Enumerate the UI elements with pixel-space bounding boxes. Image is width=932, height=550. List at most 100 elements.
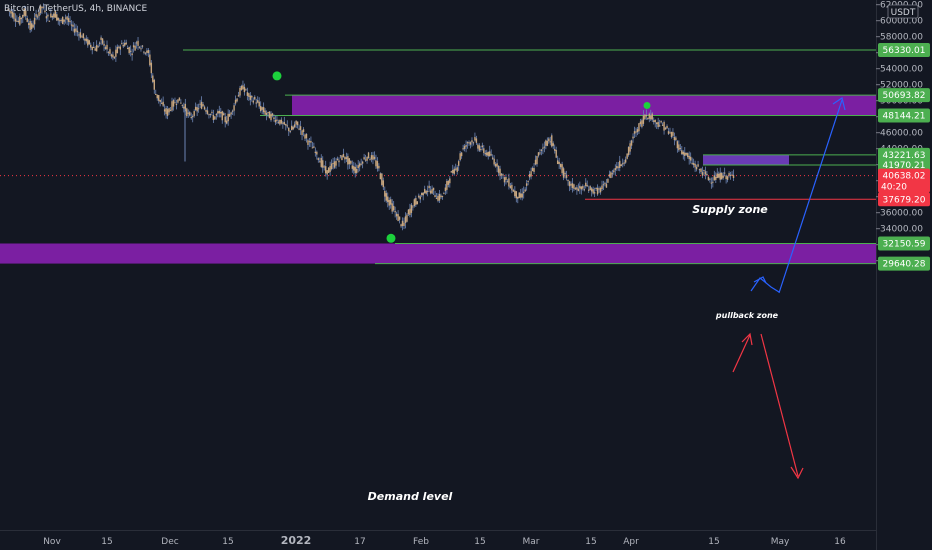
candle-body (428, 185, 430, 189)
candle-body (713, 175, 716, 181)
candle-body (460, 152, 463, 157)
candle-body (539, 152, 541, 154)
time-tick-label: 15 (708, 537, 719, 547)
candle-body (20, 17, 22, 20)
candle-body (200, 101, 203, 109)
candle-body (477, 144, 479, 149)
candle-body (645, 114, 648, 117)
candle-body (243, 86, 246, 93)
candle-body (416, 201, 419, 205)
candle-body (588, 189, 590, 191)
candle-body (466, 142, 469, 144)
candle-body (119, 46, 122, 50)
candle-body (397, 214, 399, 222)
candle-body (648, 113, 650, 119)
candle-body (129, 50, 132, 52)
candle-body (592, 189, 594, 194)
candle-body (616, 165, 618, 169)
candle-body (375, 160, 377, 167)
candle-body (357, 165, 359, 169)
candle-body (33, 17, 36, 25)
candle-body (586, 185, 588, 187)
candle-body (509, 185, 512, 188)
candle-body (379, 173, 382, 180)
candle-body (59, 20, 61, 22)
candle-body (701, 172, 704, 176)
candle-body (215, 113, 218, 116)
candle-body (429, 190, 432, 194)
candle-body (443, 193, 445, 195)
candle-body (654, 119, 656, 123)
candle-body (267, 111, 269, 113)
candle-body (441, 195, 444, 197)
time-tick-label: 16 (834, 537, 846, 547)
candle-body (522, 191, 525, 194)
candle-body (259, 106, 262, 111)
candle-body (691, 162, 693, 164)
candle-body (90, 44, 92, 48)
candle-body (279, 119, 281, 125)
candle-body (624, 159, 627, 163)
candle-body (676, 141, 679, 149)
candle-body (57, 17, 59, 21)
candle-body (678, 144, 680, 151)
candle-body (409, 208, 411, 216)
price-tick-label: 52000.00 (880, 81, 923, 91)
candle-body (323, 166, 325, 168)
candle-body (552, 143, 554, 146)
candle-body (345, 157, 348, 159)
candle-body (515, 191, 518, 199)
candle-body (51, 15, 54, 18)
candle-body (335, 160, 337, 166)
candle-body (709, 178, 711, 180)
candle-body (223, 113, 225, 116)
candle-body (602, 184, 605, 186)
candle-body (257, 100, 259, 103)
candle-body (546, 140, 549, 146)
candle-body (695, 166, 698, 170)
candle-body (135, 42, 138, 44)
candle-body (22, 14, 24, 18)
candle-body (242, 85, 244, 90)
candle-body (45, 16, 48, 19)
candle-body (512, 190, 515, 192)
candle-body (413, 199, 416, 206)
candle-body (97, 46, 99, 48)
candle-body (561, 164, 563, 174)
candle-body (231, 110, 234, 112)
candle-body (725, 175, 727, 180)
candle-body (107, 51, 110, 53)
level-label-50693.82-text: 50693.82 (883, 91, 926, 101)
candle-body (468, 142, 470, 144)
blue-arrow-head (832, 97, 846, 111)
candle-body (398, 216, 401, 220)
candle-body (159, 99, 161, 102)
candle-body (296, 121, 299, 126)
current-price-text: 40638.02 (883, 172, 926, 182)
candle-body (726, 176, 729, 180)
candle-body (70, 24, 73, 26)
candle-body (76, 30, 79, 33)
candle-body (700, 168, 702, 172)
candle-body (611, 173, 614, 175)
candle-body (721, 173, 723, 180)
candle-body (273, 117, 275, 120)
candle-body (88, 40, 90, 45)
candle-body (577, 188, 580, 192)
candle-body (548, 138, 550, 142)
candle-body (484, 153, 486, 155)
candle-body (187, 112, 189, 114)
candle-body (39, 5, 42, 14)
candle-body (497, 165, 500, 173)
candle-body (209, 113, 212, 115)
candle-body (193, 111, 195, 116)
candle-body (13, 13, 15, 19)
candle-body (298, 128, 300, 130)
candle-body (698, 169, 701, 171)
candle-body (632, 136, 634, 139)
candle-body (324, 166, 327, 174)
candle-body (27, 23, 30, 25)
candle-body (423, 188, 426, 193)
